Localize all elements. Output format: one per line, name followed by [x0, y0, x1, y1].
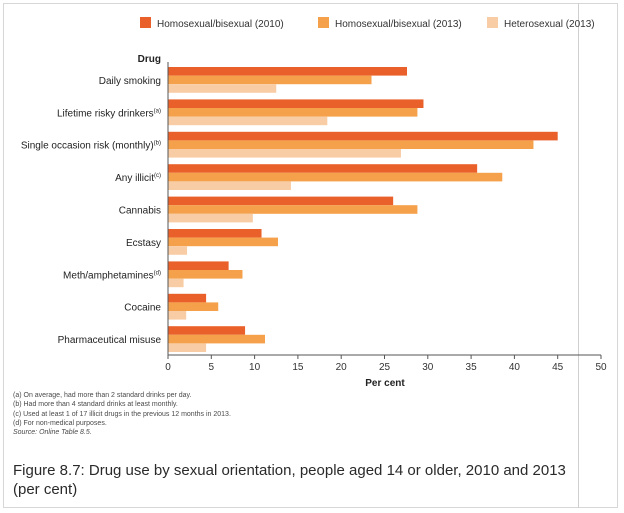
bar [168, 270, 243, 279]
x-tick-label: 0 [165, 362, 171, 373]
bar [168, 246, 188, 255]
bar [168, 237, 278, 247]
bar [168, 293, 207, 303]
bar [168, 99, 424, 108]
category-label: Pharmaceutical misuse [58, 335, 162, 346]
legend-label: Homosexual/bisexual (2010) [157, 19, 284, 30]
bar [168, 164, 478, 173]
chart-notes: (a) On average, had more than 2 standard… [13, 391, 573, 437]
bar [168, 84, 277, 93]
category-label: Any illicit(c) [115, 173, 161, 184]
bar [168, 196, 394, 206]
page-margin-rule [578, 3, 579, 508]
bar [168, 311, 187, 320]
bar [168, 278, 184, 288]
bar-chart: Homosexual/bisexual (2010) Homosexual/bis… [21, 17, 607, 389]
bar [168, 343, 207, 352]
x-tick-label: 50 [595, 362, 607, 373]
legend-swatch [318, 17, 329, 28]
bar [168, 261, 229, 270]
bar [168, 172, 503, 182]
x-tick-label: 40 [509, 362, 521, 373]
bar [168, 140, 534, 149]
category-label: Lifetime risky drinkers(a) [57, 108, 161, 119]
bar [168, 75, 372, 85]
figure-caption: Figure 8.7: Drug use by sexual orientati… [13, 462, 566, 498]
bar [168, 205, 418, 214]
bar [168, 326, 246, 335]
legend-swatch [487, 17, 498, 28]
note-a: (a) On average, had more than 2 standard… [13, 392, 192, 399]
x-tick-label: 25 [379, 362, 391, 373]
bar [168, 334, 265, 344]
category-label: Cannabis [119, 206, 161, 217]
bar [168, 181, 291, 190]
category-label: Daily smoking [99, 76, 161, 87]
x-tick-label: 10 [249, 362, 261, 373]
bar [168, 229, 262, 238]
bar [168, 213, 253, 223]
bar [168, 131, 558, 141]
category-label: Ecstasy [126, 238, 161, 249]
bar [168, 116, 328, 126]
note-b: (b) Had more than 4 standard drinks at l… [13, 401, 178, 409]
x-tick-label: 30 [422, 362, 434, 373]
category-axis-title: Drug [138, 54, 161, 65]
source-note: Source: Online Table 8.5. [13, 429, 92, 437]
x-tick-label: 5 [209, 362, 215, 373]
category-label: Single occasion risk (monthly)(b) [21, 141, 161, 152]
x-tick-label: 20 [336, 362, 348, 373]
note-d: (d) For non-medical purposes. [13, 419, 107, 427]
bar [168, 108, 418, 117]
bar [168, 149, 401, 158]
x-tick-label: 35 [466, 362, 478, 373]
bar [168, 67, 408, 76]
x-tick-label: 45 [552, 362, 564, 373]
legend-label: Homosexual/bisexual (2013) [335, 19, 462, 30]
x-axis-title: Per cent [365, 378, 405, 389]
note-c: (c) Used at least 1 of 17 illicit drugs … [13, 410, 231, 418]
x-tick-label: 15 [292, 362, 304, 373]
bar [168, 302, 219, 311]
category-label: Meth/amphetamines(d) [63, 270, 161, 281]
legend-swatch [140, 17, 151, 28]
category-label: Cocaine [124, 303, 161, 314]
legend-label: Heterosexual (2013) [504, 19, 595, 30]
figure-frame [3, 3, 618, 508]
